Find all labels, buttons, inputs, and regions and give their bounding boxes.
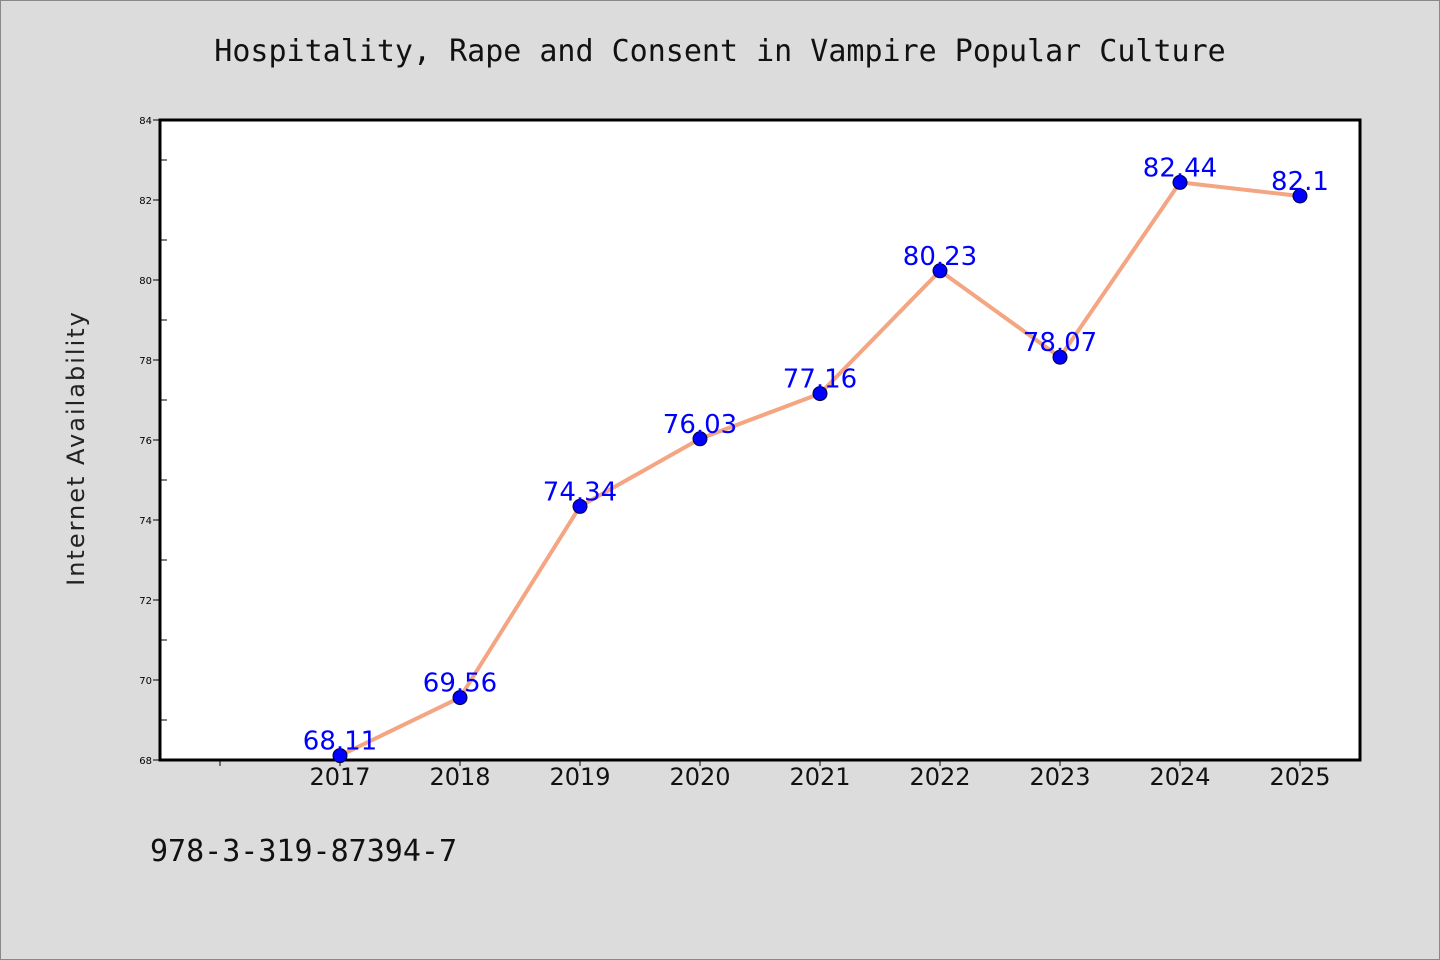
data-label: 69.56 bbox=[423, 669, 497, 699]
y-tick-label: 74 bbox=[139, 516, 152, 527]
x-tick-label: 2022 bbox=[909, 763, 970, 791]
data-label: 77.16 bbox=[783, 365, 857, 395]
x-tick-label: 2018 bbox=[429, 763, 490, 791]
y-axis: 68 70 72 74 76 78 80 82 84 bbox=[139, 116, 167, 767]
chart-title: Hospitality, Rape and Consent in Vampire… bbox=[214, 34, 1226, 69]
data-label: 68.11 bbox=[303, 727, 377, 757]
plot-area bbox=[158, 118, 1362, 762]
y-tick-label: 72 bbox=[139, 596, 152, 607]
data-label: 80.23 bbox=[903, 242, 977, 272]
y-tick-label: 68 bbox=[139, 756, 152, 767]
data-point bbox=[1292, 188, 1308, 204]
x-tick-label: 2021 bbox=[789, 763, 850, 791]
data-point bbox=[1052, 349, 1068, 365]
data-label: 78.07 bbox=[1023, 328, 1097, 358]
data-label: 76.03 bbox=[663, 410, 737, 440]
data-label: 82.44 bbox=[1143, 153, 1217, 183]
y-tick-label: 82 bbox=[139, 196, 152, 207]
data-point bbox=[692, 431, 708, 447]
y-tick-label: 80 bbox=[139, 276, 152, 287]
y-tick-label: 84 bbox=[139, 116, 152, 127]
x-tick-label: 2024 bbox=[1149, 763, 1210, 791]
x-tick-label: 2020 bbox=[669, 763, 730, 791]
data-label: 82.1 bbox=[1271, 167, 1329, 197]
x-tick-label: 2017 bbox=[309, 763, 370, 791]
series-layer: 68.11 69.56 74.34 76.03 77.16 80.23 78.07 82.44… bbox=[303, 153, 1329, 764]
y-tick-label: 78 bbox=[139, 356, 152, 367]
data-point bbox=[332, 748, 348, 764]
data-point bbox=[812, 386, 828, 402]
data-point bbox=[452, 690, 468, 706]
y-axis-label: Internet Availability bbox=[62, 310, 90, 586]
x-tick-label: 2023 bbox=[1029, 763, 1090, 791]
data-label: 74.34 bbox=[543, 477, 617, 507]
data-point bbox=[572, 498, 588, 514]
data-point bbox=[1172, 174, 1188, 190]
y-tick-label: 70 bbox=[139, 676, 152, 687]
data-point bbox=[932, 263, 948, 279]
footer-code: 978-3-319-87394-7 bbox=[150, 834, 458, 869]
x-axis: 2017 2018 2019 2020 2021 2022 2023 2024 2025 bbox=[219, 760, 1331, 791]
y-tick-label: 76 bbox=[139, 436, 152, 447]
x-tick-label: 2019 bbox=[549, 763, 610, 791]
x-tick-label: 2025 bbox=[1269, 763, 1330, 791]
